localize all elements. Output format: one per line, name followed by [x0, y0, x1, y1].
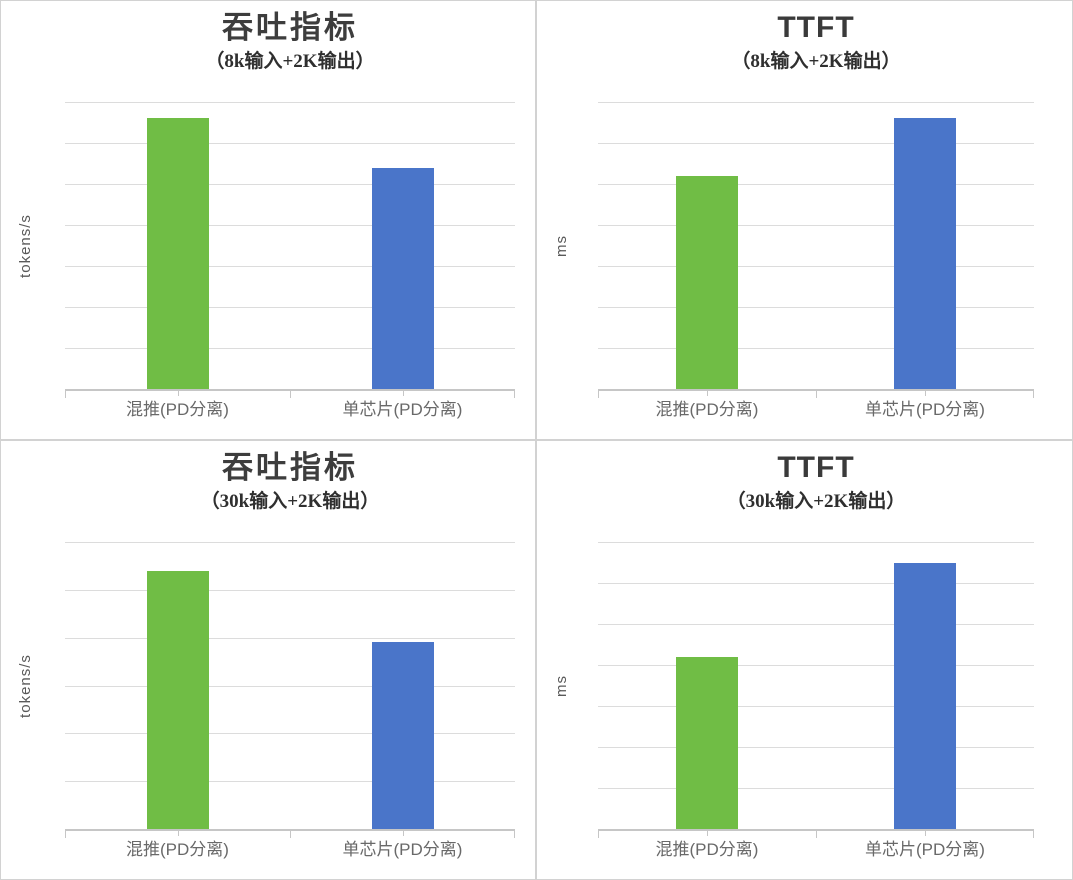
chart-subtitle: （8k输入+2K输出）: [205, 51, 375, 72]
x-axis-category-labels: 混推(PD分离) 单芯片(PD分离): [598, 399, 1034, 421]
gridline: [598, 788, 1034, 789]
x-axis-tick: [290, 831, 291, 838]
gridline: [598, 624, 1034, 625]
gridline: [65, 589, 515, 591]
plot-area: [65, 102, 515, 398]
x-axis-category-labels: 混推(PD分离) 单芯片(PD分离): [65, 839, 515, 861]
x-axis-tick: [65, 831, 66, 838]
bar-green: [146, 570, 209, 829]
y-axis-label: ms: [553, 675, 570, 697]
gridline: [598, 143, 1034, 144]
gridline: [65, 781, 515, 783]
gridline: [598, 307, 1034, 308]
x-axis-category-labels: 混推(PD分离) 单芯片(PD分离): [598, 839, 1034, 861]
gridline: [598, 348, 1034, 349]
x-axis-minor-tick: [925, 831, 926, 836]
bar-green: [676, 175, 738, 389]
chart-title: 吞吐指标: [222, 10, 358, 45]
gridline: [598, 542, 1034, 543]
x-axis-tick: [514, 831, 515, 838]
chart-title: 吞吐指标: [222, 450, 358, 485]
chart-header: TTFT （30k输入+2K输出）: [598, 447, 1034, 514]
bar-green: [676, 656, 738, 829]
x-axis-minor-tick: [925, 391, 926, 396]
x-axis-tick: [816, 831, 817, 838]
chart-subtitle: （8k输入+2K输出）: [731, 51, 901, 72]
x-axis-minor-tick: [707, 831, 708, 836]
bar-blue: [371, 642, 434, 829]
bar-blue: [894, 118, 956, 389]
gridline: [65, 348, 515, 349]
gridline: [598, 706, 1034, 707]
chart-subtitle: （30k输入+2K输出）: [726, 491, 906, 512]
gridline: [65, 266, 515, 267]
x-category-label: 单芯片(PD分离): [865, 400, 985, 419]
x-category-label: 单芯片(PD分离): [342, 400, 463, 419]
y-axis-label: tokens/s: [17, 654, 34, 718]
x-axis-tick: [598, 391, 599, 398]
y-axis-label: ms: [553, 235, 570, 257]
x-axis-tick: [1033, 831, 1034, 838]
plot-area: [598, 542, 1034, 838]
gridline: [65, 143, 515, 144]
x-category-label: 单芯片(PD分离): [342, 840, 463, 859]
x-axis-category-labels: 混推(PD分离) 单芯片(PD分离): [65, 399, 515, 421]
x-axis-minor-tick: [177, 391, 179, 396]
gridline: [65, 225, 515, 226]
x-axis-minor-tick: [402, 391, 404, 396]
x-axis-minor-tick: [177, 831, 179, 836]
chart-header: 吞吐指标 （8k输入+2K输出）: [65, 7, 515, 74]
x-category-label: 单芯片(PD分离): [865, 840, 985, 859]
gridline: [65, 685, 515, 687]
chart-panel-throughput-8k: 吞吐指标 （8k输入+2K输出） tokens/s 混推(PD分离) 单芯片(P…: [0, 0, 536, 440]
plot-area: [598, 102, 1034, 398]
gridline: [598, 184, 1034, 185]
x-category-label: 混推(PD分离): [655, 840, 759, 859]
chart-header: TTFT （8k输入+2K输出）: [598, 7, 1034, 74]
chart-panel-ttft-8k: TTFT （8k输入+2K输出） ms 混推(PD分离) 单芯片(PD分离): [536, 0, 1073, 440]
x-axis-tick: [816, 391, 817, 398]
bar-green: [146, 118, 209, 389]
gridline: [65, 102, 515, 103]
gridline: [598, 266, 1034, 267]
x-axis-tick: [65, 391, 66, 398]
chart-panel-throughput-30k: 吞吐指标 （30k输入+2K输出） tokens/s 混推(PD分离) 单芯片(…: [0, 440, 536, 880]
x-axis-tick: [598, 831, 599, 838]
chart-panel-ttft-30k: TTFT （30k输入+2K输出） ms 混推(PD分离) 单芯片(PD分离): [536, 440, 1073, 880]
bar-blue: [894, 562, 956, 829]
x-axis-minor-tick: [707, 391, 708, 396]
plot-area: [65, 542, 515, 838]
gridline: [598, 102, 1034, 103]
chart-subtitle: （30k输入+2K输出）: [200, 491, 380, 512]
x-axis-minor-tick: [402, 831, 404, 836]
bar-blue: [371, 167, 434, 389]
gridline: [598, 583, 1034, 584]
chart-title: TTFT: [777, 451, 855, 484]
x-category-label: 混推(PD分离): [655, 400, 759, 419]
chart-title: TTFT: [777, 11, 855, 44]
x-axis-tick: [290, 391, 291, 398]
gridline: [65, 542, 515, 543]
gridline: [598, 225, 1034, 226]
gridline: [65, 307, 515, 308]
x-category-label: 混推(PD分离): [126, 840, 229, 859]
x-axis-tick: [514, 391, 515, 398]
gridline: [598, 665, 1034, 666]
gridline: [65, 637, 515, 639]
gridline: [598, 747, 1034, 748]
x-axis-tick: [1033, 391, 1034, 398]
chart-header: 吞吐指标 （30k输入+2K输出）: [65, 447, 515, 514]
x-category-label: 混推(PD分离): [126, 400, 229, 419]
gridline: [65, 184, 515, 185]
y-axis-label: tokens/s: [17, 214, 34, 278]
gridline: [65, 733, 515, 735]
